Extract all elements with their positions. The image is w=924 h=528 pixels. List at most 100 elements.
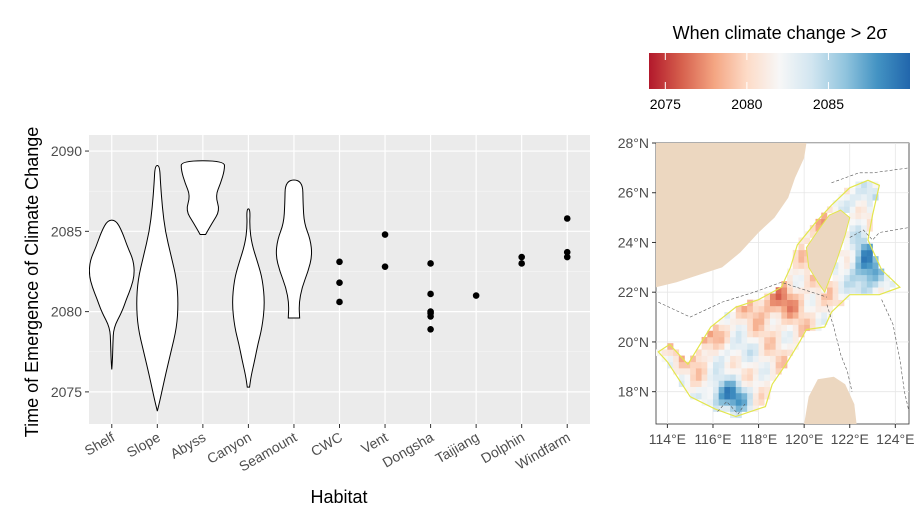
heatmap-cell bbox=[701, 361, 708, 369]
heatmap-cell bbox=[883, 274, 890, 282]
heatmap-cell bbox=[792, 274, 799, 282]
depth-contour bbox=[658, 281, 828, 318]
violins bbox=[89, 160, 313, 412]
heatmap-cell bbox=[758, 305, 765, 313]
heatmap-cell bbox=[792, 343, 799, 350]
heatmap-cell bbox=[844, 193, 851, 201]
heatmap-cell bbox=[855, 225, 862, 232]
heatmap-cell bbox=[735, 392, 742, 400]
heatmap-cell bbox=[861, 249, 868, 257]
heatmap-cell bbox=[690, 368, 697, 375]
heatmap-cell bbox=[718, 324, 725, 332]
heatmap-cell bbox=[747, 330, 754, 338]
heatmap-cell bbox=[684, 380, 691, 387]
heatmap-cell bbox=[741, 399, 748, 406]
heatmap-cell bbox=[804, 318, 811, 325]
heatmap-cell bbox=[815, 218, 822, 226]
heatmap-cell bbox=[826, 287, 833, 294]
depth-contour bbox=[826, 304, 853, 392]
heatmap-cell bbox=[849, 225, 856, 232]
heatmap-cell bbox=[741, 392, 748, 400]
heatmap-cell bbox=[764, 343, 771, 350]
heatmap-cell bbox=[707, 368, 714, 375]
heatmap-cell bbox=[764, 293, 771, 300]
heatmap-cell bbox=[821, 305, 828, 313]
heatmap-cell bbox=[752, 343, 759, 350]
heatmap-cell bbox=[878, 281, 885, 288]
heatmap-cell bbox=[849, 287, 856, 294]
heatmap-cell bbox=[866, 281, 873, 288]
heatmap-cell bbox=[701, 343, 708, 350]
x-tick-label: Shelf bbox=[82, 429, 118, 459]
x-tick-label: Abyss bbox=[167, 429, 208, 462]
heatmap-cell bbox=[695, 368, 702, 375]
heatmap-cell bbox=[730, 312, 737, 319]
heatmap-cell bbox=[747, 349, 754, 356]
heatmap-cell bbox=[701, 349, 708, 356]
heatmap-cell bbox=[764, 312, 771, 319]
heatmap-cell bbox=[855, 200, 862, 207]
heatmap-cell bbox=[781, 330, 788, 338]
heatmap-cell bbox=[741, 355, 748, 363]
map-y-tick-label: 18°N bbox=[618, 384, 649, 400]
heatmap-cell bbox=[724, 349, 731, 356]
heatmap-cell bbox=[741, 312, 748, 319]
heatmap-cell bbox=[866, 187, 873, 195]
heatmap-cell bbox=[735, 374, 742, 381]
point-vent bbox=[381, 263, 389, 270]
colorbar-tick-label: 2080 bbox=[731, 96, 762, 112]
heatmap-cell bbox=[798, 330, 805, 338]
x-tick-label: Dongsha bbox=[380, 429, 437, 471]
heatmap-cell bbox=[792, 318, 799, 325]
heatmap-cell bbox=[855, 218, 862, 226]
heatmap-cell bbox=[735, 361, 742, 369]
heatmap-cell bbox=[804, 262, 811, 269]
heatmap-cell bbox=[752, 386, 759, 394]
heatmap-cell bbox=[701, 386, 708, 394]
heatmap-cell bbox=[673, 355, 680, 363]
heatmap-cell bbox=[758, 380, 765, 387]
heatmap-cell bbox=[804, 274, 811, 282]
heatmap-cell bbox=[718, 399, 725, 406]
violin-abyss bbox=[180, 160, 225, 236]
map-x-tick-label: 120°E bbox=[785, 431, 823, 447]
heatmap-cell bbox=[821, 312, 828, 319]
heatmap-cell bbox=[815, 225, 822, 232]
heatmap-cell bbox=[809, 274, 816, 282]
heatmap-cell bbox=[838, 287, 845, 294]
heatmap-cell bbox=[707, 330, 714, 338]
heatmap-cell bbox=[821, 293, 828, 300]
heatmap-cell bbox=[752, 355, 759, 363]
heatmap-cell bbox=[695, 361, 702, 369]
heatmap-cell bbox=[701, 380, 708, 387]
point-dongsha bbox=[427, 308, 434, 315]
heatmap-cell bbox=[849, 187, 856, 195]
heatmap-cell bbox=[775, 312, 782, 319]
heatmap-cell bbox=[741, 374, 748, 381]
heatmap-cell bbox=[712, 368, 719, 375]
colorbar-ticks: 2075 2080 2085 bbox=[650, 53, 844, 112]
heatmap-cell bbox=[804, 281, 811, 288]
heatmap-cell bbox=[769, 293, 776, 300]
heatmap-cell bbox=[809, 225, 816, 232]
heatmap-cell bbox=[730, 361, 737, 369]
heatmap-cell bbox=[735, 411, 742, 419]
heatmap-cell bbox=[804, 312, 811, 319]
heatmap-cell bbox=[747, 380, 754, 387]
heatmap-cell bbox=[855, 256, 862, 263]
heatmap-cell bbox=[787, 349, 794, 356]
heatmap-cell bbox=[855, 193, 862, 201]
heatmap-cell bbox=[787, 318, 794, 325]
heatmap-cell bbox=[809, 299, 816, 307]
heatmap-cell bbox=[764, 336, 771, 344]
heatmap-cell bbox=[861, 281, 868, 288]
heatmap-cell bbox=[775, 287, 782, 294]
heatmap-cell bbox=[718, 368, 725, 375]
heatmap-cell bbox=[849, 231, 856, 238]
point-cwc bbox=[336, 279, 343, 287]
heatmap-cell bbox=[844, 237, 851, 245]
heatmap-cell bbox=[781, 312, 788, 319]
heatmap-cell bbox=[712, 355, 719, 363]
heatmap-cell bbox=[804, 299, 811, 307]
